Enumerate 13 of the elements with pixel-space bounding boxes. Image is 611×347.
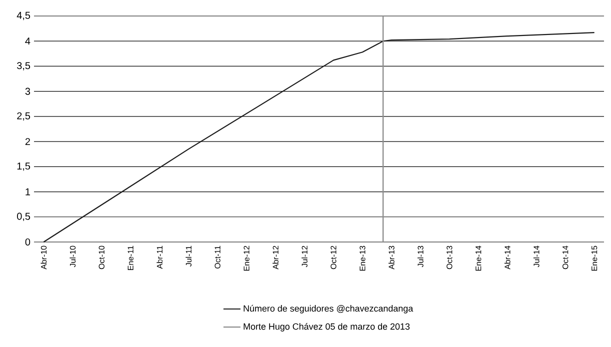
legend-label: Morte Hugo Chávez 05 de marzo de 2013	[244, 322, 410, 332]
y-tick-label: 2,5	[17, 112, 30, 121]
y-tick-label: 0,5	[17, 212, 30, 222]
y-tick-label: 0	[25, 238, 30, 246]
y-tick-label: 1	[26, 188, 30, 196]
y-tick-label: 1,5	[17, 162, 30, 171]
y-tick-label: 3,5	[17, 62, 30, 70]
legend-label: Número de seguidores @chavezcandanga	[244, 304, 414, 314]
y-tick-label: 4,5	[16, 12, 30, 20]
y-tick-label: 2	[25, 138, 30, 146]
line-series	[43, 32, 595, 243]
y-tick-label: 3	[25, 88, 30, 95]
y-tick-label: 4	[25, 38, 30, 45]
